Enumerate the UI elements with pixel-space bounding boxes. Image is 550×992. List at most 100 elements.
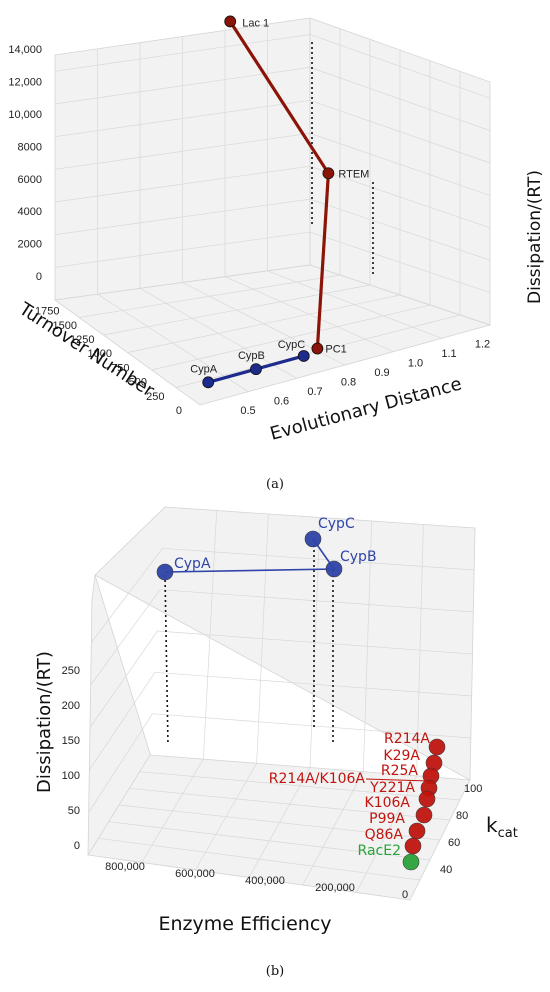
panel-a-x-tick-3: 0.8	[341, 377, 356, 389]
panel-b: 0 50 100 150 200 250 0 200,000 400,000 600,000 80…	[34, 506, 518, 979]
panel-a-grid	[54, 24, 491, 392]
panel-a-point-lac-1	[224, 15, 237, 28]
panel-b-point-cypc	[304, 530, 322, 548]
panel-b-label-cypb: CypB	[340, 549, 377, 565]
panel-b-label-k29a: K29A	[383, 748, 420, 764]
panel-b-label-q86a: Q86A	[365, 827, 404, 843]
panel-a-y-tick-6: 1500	[53, 320, 77, 332]
panel-b-x-tick-3: 600,000	[175, 868, 215, 880]
panel-a-y-tick-4: 1000	[88, 348, 112, 360]
panel-a-x-tick-7: 1.2	[475, 339, 490, 351]
panel-b-grid	[88, 510, 475, 893]
panel-a-points	[202, 15, 335, 389]
panel-b-x-ticks: 0 200,000 400,000 600,000 800,000	[105, 861, 408, 901]
panel-b-grid-left-4	[89, 672, 156, 771]
panel-a-y-tick-3: 750	[111, 362, 129, 374]
panel-a-point-cypa	[202, 376, 215, 389]
panel-b-point-p99a	[408, 822, 426, 840]
panel-b-label-r214a: R214A	[384, 731, 430, 747]
panel-a-x-tick-0: 0.5	[240, 405, 255, 417]
panel-a-z-ticks: 0 2000 4000 6000 8000 10,000 12,000 14,000	[8, 44, 42, 283]
panel-a-label-cypc: CypC	[278, 339, 306, 351]
panel-b-label-race2: RacE2	[358, 843, 401, 859]
panel-a-label-cypb: CypB	[238, 350, 265, 362]
panel-a-y-tick-7: 1750	[35, 306, 59, 318]
panel-b-point-y221a	[418, 790, 436, 808]
panel-b-z-axis-label: Dissipation/(RT)	[34, 651, 55, 793]
panel-a-drop-lines	[311, 42, 374, 276]
panel-a: 0 2000 4000 6000 8000 10,000 12,000 14,000 0 250…	[8, 15, 545, 492]
panel-a-point-rtem	[322, 167, 335, 180]
panel-b-z-tick-2: 100	[62, 770, 80, 782]
panel-b-z-ticks: 0 50 100 150 200 250	[62, 665, 80, 852]
panel-a-point-cypc	[297, 350, 310, 362]
panel-b-y-axis-label-sub: cat	[498, 826, 518, 841]
panel-b-label-r214a-k106a: R214A/K106A	[269, 771, 366, 787]
panel-b-grid-floor-y-5	[139, 771, 461, 801]
panel-a-y-tick-2: 500	[129, 377, 147, 389]
panel-b-point-cypa	[156, 563, 174, 581]
panel-b-x-tick-4: 800,000	[105, 861, 145, 873]
panel-a-y-tick-0: 0	[176, 405, 182, 417]
panel-a-z-tick-1: 2000	[18, 239, 42, 251]
panel-b-caption: (b)	[266, 964, 284, 979]
panel-b-label-cypa: CypA	[174, 556, 211, 572]
panel-a-z-tick-6: 12,000	[8, 77, 42, 89]
panel-b-z-tick-5: 250	[62, 665, 80, 677]
panel-a-z-axis-label: Dissipation/(RT)	[525, 170, 545, 304]
panel-a-label-rtem: RTEM	[338, 168, 369, 180]
panel-a-z-tick-0: 0	[36, 271, 42, 283]
panel-a-z-tick-7: 14,000	[8, 44, 42, 56]
panel-a-z-tick-2: 4000	[18, 206, 42, 218]
panel-a-y-tick-5: 1250	[70, 334, 94, 346]
panel-a-z-tick-4: 8000	[18, 141, 42, 153]
panel-b-z-tick-4: 200	[62, 700, 80, 712]
panel-a-grid-floor-x-5	[267, 270, 442, 339]
panel-b-back-pane	[94, 506, 476, 781]
panel-a-caption: (a)	[266, 477, 284, 492]
panel-b-x-tick-0: 0	[402, 889, 408, 901]
panel-b-y-tick-0: 40	[440, 864, 452, 876]
panel-b-y-axis-label-main: k	[486, 813, 498, 837]
panel-a-point-labels: CypA CypB CypC PC1 RTEM Lac 1	[190, 17, 369, 375]
panel-a-x-tick-2: 0.7	[307, 386, 322, 398]
panel-b-point-cypb	[325, 560, 343, 578]
panel-b-point-r214a	[428, 738, 446, 756]
panel-b-z-tick-1: 50	[68, 805, 80, 817]
panel-b-label-cypc: CypC	[318, 516, 355, 532]
panel-b-drop-lines	[164, 540, 334, 746]
panel-b-y-tick-1: 60	[448, 837, 460, 849]
panel-a-y-tick-1: 250	[146, 391, 164, 403]
panel-b-grid-left-2	[90, 589, 161, 686]
panel-b-y-tick-2: 80	[456, 810, 468, 822]
panel-b-label-p99a: P99A	[369, 811, 405, 827]
panel-a-x-axis-label: Evolutionary Distance	[268, 373, 464, 444]
panel-a-x-tick-1: 0.6	[274, 396, 289, 408]
panel-a-point-pc1	[311, 342, 324, 355]
panel-b-grid-left-5	[88, 713, 153, 813]
panel-b-label-k106a: K106A	[365, 795, 411, 811]
panel-b-x-axis-label: Enzyme Efficiency	[158, 913, 331, 935]
panel-a-x-tick-6: 1.1	[441, 348, 456, 360]
panel-b-grid-left-3	[89, 630, 158, 728]
panel-a-x-tick-4: 0.9	[374, 367, 389, 379]
panel-b-x-tick-1: 200,000	[315, 882, 355, 894]
panel-b-y-axis-label: kcat	[486, 813, 518, 841]
panel-a-label-pc1: PC1	[325, 344, 346, 356]
panel-a-x-tick-5: 1.0	[408, 358, 423, 370]
panel-a-x-ticks: 0.5 0.6 0.7 0.8 0.9 1.0 1.1 1.2	[240, 339, 490, 418]
panel-b-grid-left-1	[91, 548, 163, 643]
panel-b-y-ticks: 40 60 80 100	[440, 783, 482, 876]
panel-b-point-race2	[402, 853, 420, 871]
panel-b-label-r25a: R25A	[381, 763, 419, 779]
panel-b-z-tick-3: 150	[62, 735, 80, 747]
panel-a-z-tick-5: 10,000	[8, 109, 42, 121]
panel-b-point-q86a	[404, 837, 422, 855]
panel-b-grid-back-h-5	[162, 547, 475, 571]
panel-b-label-leader	[365, 778, 430, 782]
panel-b-y-tick-3: 100	[464, 783, 482, 795]
panel-a-z-tick-3: 6000	[18, 174, 42, 186]
